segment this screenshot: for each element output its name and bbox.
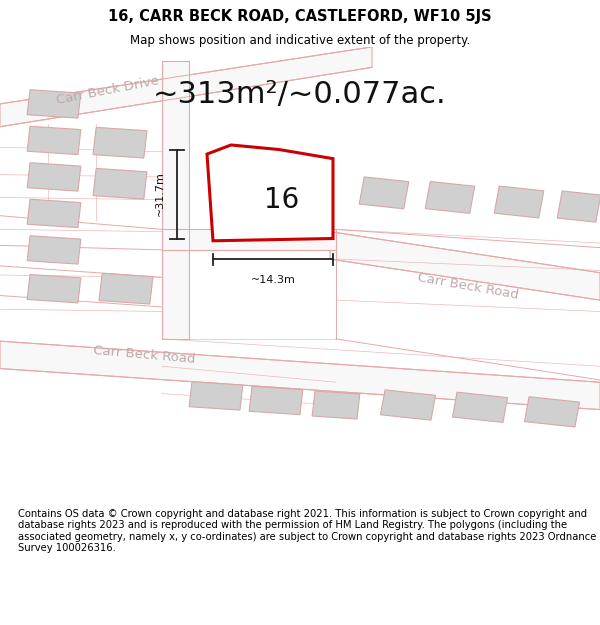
Text: 16, CARR BECK ROAD, CASTLEFORD, WF10 5JS: 16, CARR BECK ROAD, CASTLEFORD, WF10 5JS (108, 9, 492, 24)
Text: ~313m²/~0.077ac.: ~313m²/~0.077ac. (153, 80, 447, 109)
Polygon shape (330, 232, 600, 300)
Polygon shape (162, 229, 336, 250)
Polygon shape (27, 199, 81, 228)
Polygon shape (494, 186, 544, 218)
Text: 16: 16 (265, 186, 299, 214)
Polygon shape (99, 273, 153, 304)
Polygon shape (27, 162, 81, 191)
Polygon shape (524, 397, 580, 427)
Polygon shape (27, 126, 81, 154)
Polygon shape (359, 177, 409, 209)
Polygon shape (162, 61, 189, 339)
Polygon shape (557, 191, 600, 222)
Polygon shape (312, 391, 360, 419)
Polygon shape (207, 145, 333, 241)
Text: ~31.7m: ~31.7m (155, 172, 165, 216)
Polygon shape (0, 47, 372, 127)
Polygon shape (27, 274, 81, 303)
Polygon shape (380, 390, 436, 420)
Polygon shape (0, 341, 600, 409)
Text: Carr Beck Road: Carr Beck Road (416, 271, 520, 302)
Text: Contains OS data © Crown copyright and database right 2021. This information is : Contains OS data © Crown copyright and d… (18, 509, 596, 553)
Polygon shape (249, 386, 303, 414)
Polygon shape (452, 392, 508, 422)
Polygon shape (189, 382, 243, 410)
Polygon shape (27, 90, 81, 118)
Polygon shape (257, 174, 307, 208)
Text: Carr Beck Road: Carr Beck Road (92, 344, 196, 366)
Text: ~14.3m: ~14.3m (251, 274, 295, 284)
Polygon shape (93, 127, 147, 158)
Polygon shape (425, 181, 475, 213)
Polygon shape (93, 168, 147, 199)
Polygon shape (27, 236, 81, 264)
Text: Carr Beck Drive: Carr Beck Drive (55, 74, 161, 107)
Text: Map shows position and indicative extent of the property.: Map shows position and indicative extent… (130, 34, 470, 47)
